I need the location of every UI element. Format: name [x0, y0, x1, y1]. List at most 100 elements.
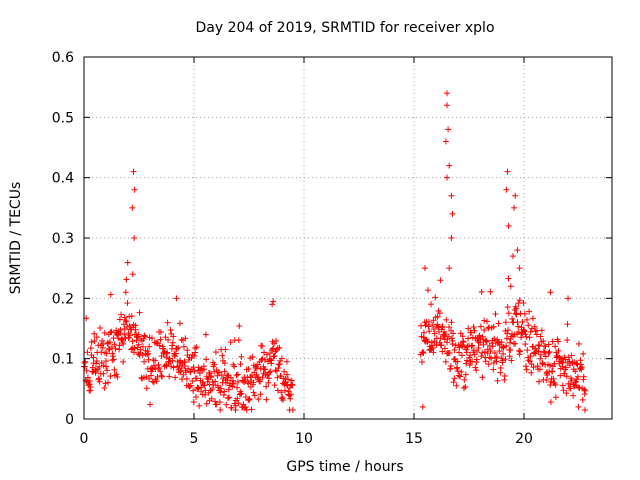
data-point: [234, 395, 241, 402]
data-point: [503, 342, 510, 349]
data-point: [420, 329, 427, 336]
data-point: [192, 349, 199, 356]
x-tick-label: 20: [515, 431, 533, 447]
data-point: [224, 395, 231, 402]
data-point: [539, 360, 546, 367]
data-point: [120, 340, 127, 347]
data-point: [512, 340, 519, 347]
data-point: [266, 375, 273, 382]
data-point: [91, 330, 98, 337]
data-point: [552, 343, 559, 350]
data-point: [212, 349, 219, 356]
data-point: [218, 372, 225, 379]
data-point: [478, 353, 485, 360]
data-point: [526, 334, 533, 341]
data-point: [164, 349, 171, 356]
data-point: [196, 402, 203, 409]
data-point: [131, 186, 138, 193]
data-point: [219, 352, 226, 359]
data-point: [90, 354, 97, 361]
data-point: [289, 382, 296, 389]
data-point: [124, 323, 131, 330]
data-point: [506, 353, 513, 360]
data-point: [233, 372, 240, 379]
data-point: [106, 339, 113, 346]
y-tick-label: 0: [65, 412, 74, 428]
data-point: [156, 365, 163, 372]
data-point: [201, 382, 208, 389]
data-point: [223, 401, 230, 408]
data-point: [131, 345, 138, 352]
data-point: [289, 406, 296, 413]
data-point: [441, 345, 448, 352]
data-point: [170, 364, 177, 371]
data-point: [450, 379, 457, 386]
data-point: [190, 398, 197, 405]
data-point: [456, 373, 463, 380]
data-point: [481, 348, 488, 355]
data-point: [238, 390, 245, 397]
data-point: [111, 366, 118, 373]
data-point: [507, 283, 514, 290]
y-tick-label: 0.5: [52, 110, 74, 126]
data-point: [580, 373, 587, 380]
data-point: [212, 378, 219, 385]
data-point: [246, 395, 253, 402]
data-point: [547, 382, 554, 389]
data-point: [559, 359, 566, 366]
data-point: [555, 338, 562, 345]
data-point: [271, 353, 278, 360]
data-point: [206, 381, 213, 388]
data-point: [454, 358, 461, 365]
data-point: [505, 222, 512, 229]
data-point: [210, 382, 217, 389]
data-point: [528, 361, 535, 368]
data-point: [565, 295, 571, 302]
data-point: [478, 288, 485, 295]
data-point: [459, 343, 466, 350]
data-point: [263, 351, 270, 358]
axis-ticks: 0 5 10 15 20 0 0.1 0.2 0.3 0.4 0.5 0.6: [52, 50, 612, 447]
data-point: [547, 362, 554, 369]
data-point: [107, 291, 114, 298]
data-point: [538, 327, 545, 334]
data-point: [419, 403, 426, 410]
data-point: [547, 378, 554, 385]
data-point: [523, 316, 530, 323]
data-point: [470, 324, 477, 331]
data-point: [245, 380, 252, 387]
data-point: [202, 331, 209, 338]
data-point: [229, 377, 236, 384]
data-point: [276, 361, 283, 368]
data-point: [181, 359, 188, 366]
data-point: [543, 377, 550, 384]
data-point: [459, 333, 466, 340]
data-point: [104, 367, 111, 374]
data-point: [426, 328, 433, 335]
data-point: [202, 387, 209, 394]
data-point: [287, 395, 294, 402]
data-point: [542, 353, 549, 360]
data-point: [102, 358, 109, 365]
data-point: [187, 382, 194, 389]
data-point: [221, 360, 228, 367]
data-point: [131, 235, 138, 241]
data-point: [431, 330, 438, 337]
data-point: [169, 342, 176, 349]
data-point: [148, 335, 155, 342]
data-point: [200, 381, 207, 388]
data-point: [237, 361, 244, 368]
data-point: [490, 323, 497, 330]
data-point: [447, 362, 454, 369]
data-point: [525, 322, 532, 329]
data-point: [446, 349, 453, 356]
data-point: [444, 174, 450, 181]
data-point: [469, 358, 476, 365]
data-point: [470, 347, 477, 354]
data-point: [540, 338, 547, 345]
data-point: [537, 351, 544, 358]
data-point: [224, 377, 231, 384]
data-point: [487, 348, 494, 355]
data-point: [108, 328, 115, 335]
data-point: [463, 360, 470, 367]
